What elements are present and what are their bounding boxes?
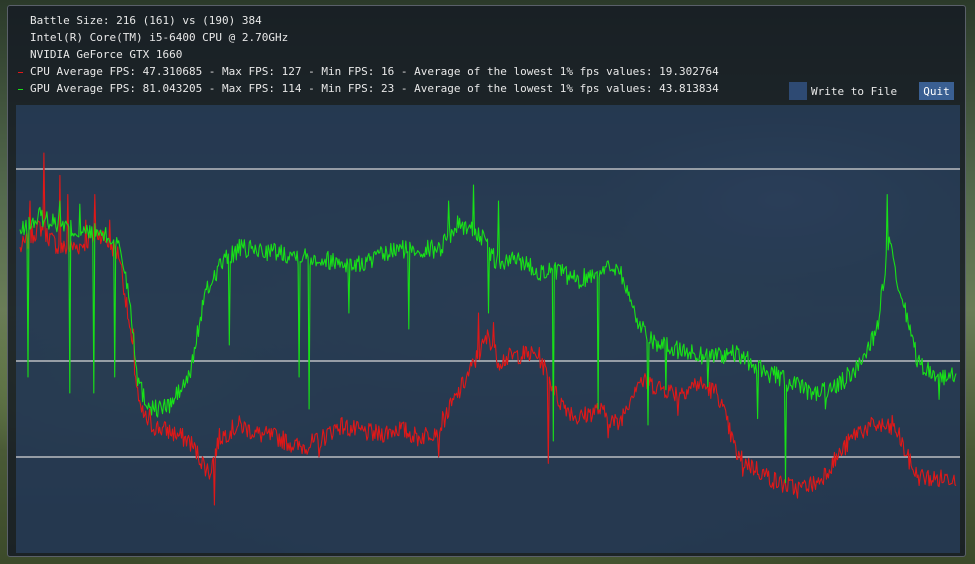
write-to-file-label[interactable]: Write to File bbox=[811, 85, 898, 98]
cpu-name-text: Intel(R) Core(TM) i5-6400 CPU @ 2.70GHz bbox=[30, 31, 289, 44]
cpu-legend-icon bbox=[18, 72, 23, 73]
gpu-fps-line bbox=[19, 184, 957, 484]
battle-size-text: Battle Size: 216 (161) vs (190) 384 bbox=[30, 14, 262, 27]
write-to-file-checkbox[interactable] bbox=[789, 82, 807, 100]
cpu-fps-stats-text: CPU Average FPS: 47.310685 - Max FPS: 12… bbox=[30, 65, 719, 78]
benchmark-results-panel: Battle Size: 216 (161) vs (190) 384 Inte… bbox=[7, 5, 966, 557]
guide-lines bbox=[16, 168, 960, 458]
quit-button[interactable]: Quit bbox=[919, 82, 954, 100]
fps-graph bbox=[16, 105, 960, 553]
gpu-name-text: NVIDIA GeForce GTX 1660 bbox=[30, 48, 183, 61]
fps-series bbox=[19, 152, 957, 506]
gpu-legend-icon bbox=[18, 89, 23, 90]
cpu-fps-line bbox=[19, 152, 957, 506]
graph-background bbox=[16, 105, 960, 553]
gpu-fps-stats-text: GPU Average FPS: 81.043205 - Max FPS: 11… bbox=[30, 82, 719, 95]
